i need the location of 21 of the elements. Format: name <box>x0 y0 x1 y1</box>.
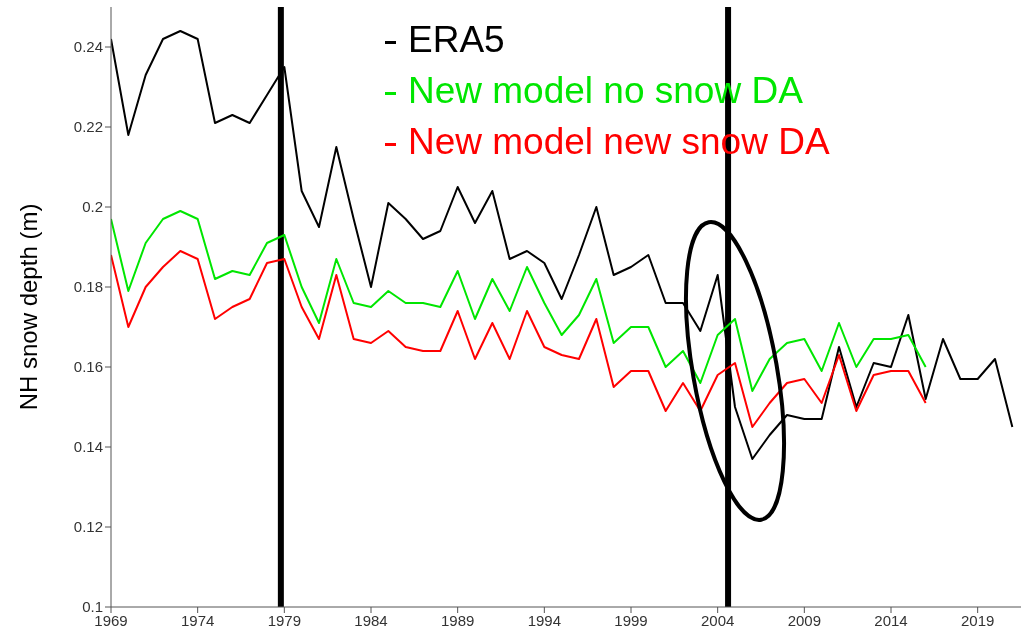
y-tick-label: 0.16 <box>73 358 103 376</box>
x-tick-label: 2019 <box>960 611 995 629</box>
y-tick-label: 0.12 <box>73 518 103 536</box>
y-axis-title: NH snow depth (m) <box>14 203 42 411</box>
y-tick-label: 0.2 <box>82 198 103 216</box>
x-tick-label: 1989 <box>440 611 475 629</box>
y-tick-label: 0.24 <box>73 38 103 56</box>
x-tick-label: 1979 <box>267 611 302 629</box>
x-tick-label: 2014 <box>874 611 908 629</box>
x-tick-label: 2004 <box>700 611 735 629</box>
y-tick-label: 0.14 <box>73 438 103 456</box>
x-tick-label: 1984 <box>354 611 388 629</box>
line-series <box>111 210 927 392</box>
x-tick-label: 1999 <box>614 611 648 629</box>
x-tick-label: 2009 <box>787 611 822 629</box>
line-series <box>111 250 927 428</box>
y-tick-label: 0.22 <box>73 118 103 136</box>
y-tick-label: 0.18 <box>73 278 103 296</box>
x-tick-label: 1994 <box>527 611 562 629</box>
legend-label: ERA5 <box>408 19 505 60</box>
x-tick-label: 1974 <box>180 611 215 629</box>
